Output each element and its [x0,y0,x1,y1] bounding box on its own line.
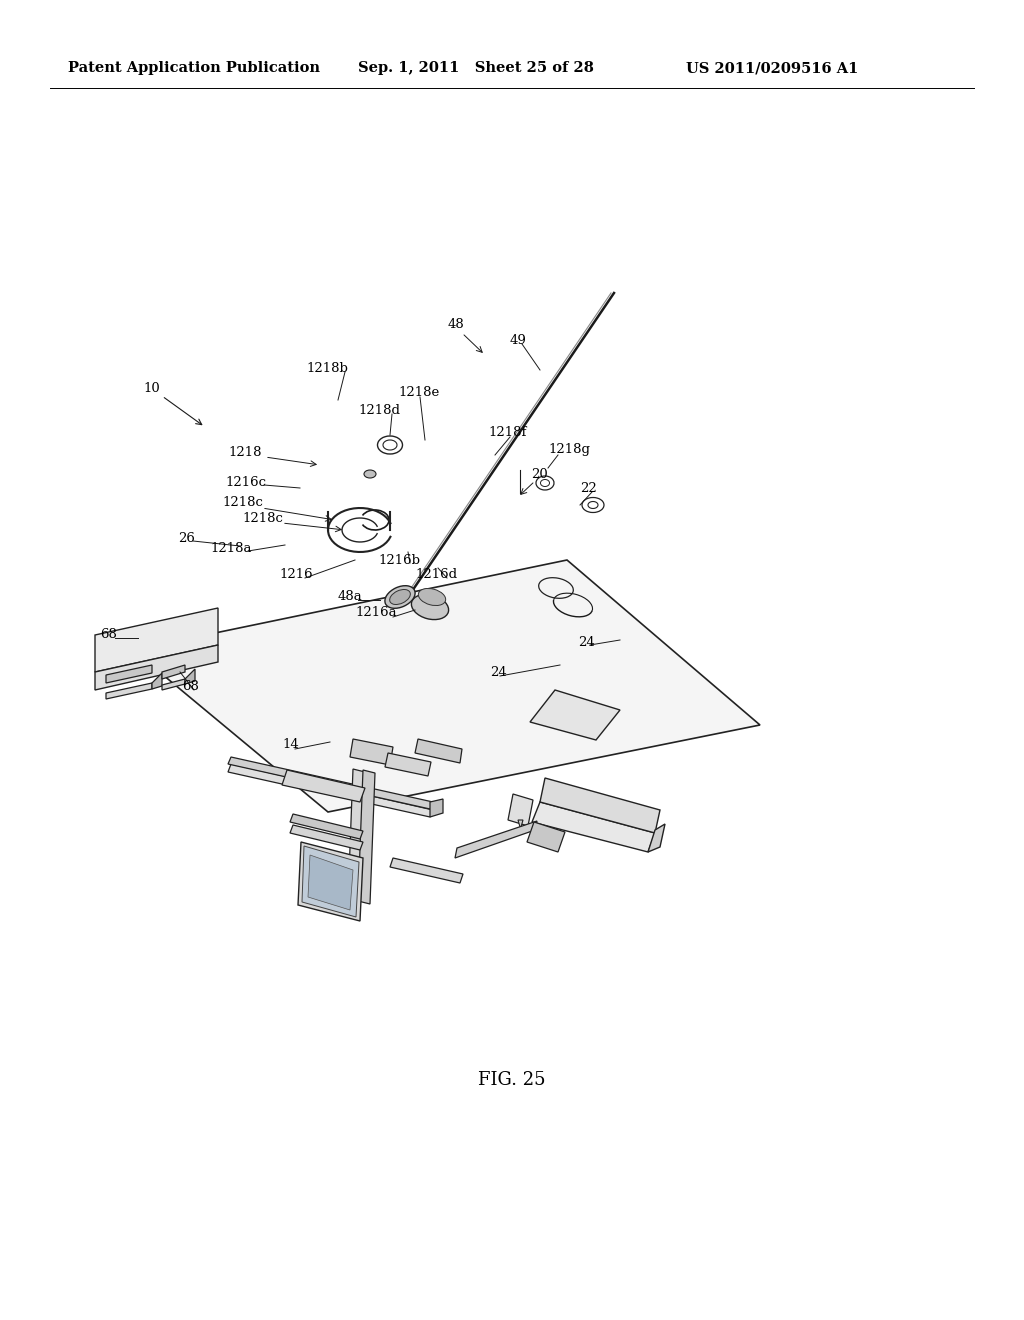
Text: 26: 26 [178,532,195,544]
Polygon shape [385,752,431,776]
Polygon shape [358,770,375,904]
Text: 20: 20 [531,467,548,480]
Polygon shape [298,842,362,921]
Text: 1216a: 1216a [355,606,396,619]
Text: 1218: 1218 [228,446,261,458]
Text: 1216b: 1216b [378,553,420,566]
Text: US 2011/0209516 A1: US 2011/0209516 A1 [686,61,858,75]
Polygon shape [290,825,362,850]
Polygon shape [518,820,523,828]
Polygon shape [162,665,185,678]
Polygon shape [530,690,620,741]
Ellipse shape [364,470,376,478]
Text: FIG. 25: FIG. 25 [478,1071,546,1089]
Polygon shape [350,739,393,766]
Polygon shape [95,609,218,672]
Text: 22: 22 [580,482,597,495]
Polygon shape [348,770,365,903]
Text: 10: 10 [143,381,160,395]
Polygon shape [508,795,534,826]
Text: 24: 24 [490,665,507,678]
Text: 1218c: 1218c [242,511,283,524]
Polygon shape [308,855,353,909]
Polygon shape [415,739,462,763]
Text: 1216d: 1216d [415,569,457,582]
Text: 1218c: 1218c [222,495,263,508]
Polygon shape [152,673,162,689]
Text: 48: 48 [449,318,465,331]
Text: 48a: 48a [338,590,362,603]
Ellipse shape [412,594,449,619]
Text: 68: 68 [100,628,117,642]
Polygon shape [527,822,565,851]
Text: Sep. 1, 2011   Sheet 25 of 28: Sep. 1, 2011 Sheet 25 of 28 [358,61,594,75]
Polygon shape [290,814,362,840]
Polygon shape [532,803,655,851]
Polygon shape [455,821,537,858]
Polygon shape [302,846,359,917]
Polygon shape [228,756,433,809]
Ellipse shape [385,586,415,609]
Polygon shape [106,665,152,682]
Text: 1216c: 1216c [225,475,266,488]
Polygon shape [390,858,463,883]
Polygon shape [106,682,152,700]
Polygon shape [540,777,660,833]
Text: 1218b: 1218b [306,362,348,375]
Text: 14: 14 [282,738,299,751]
Text: 1218g: 1218g [548,444,590,457]
Text: 24: 24 [578,635,595,648]
Text: 49: 49 [510,334,527,346]
Text: 1218f: 1218f [488,425,526,438]
Polygon shape [648,824,665,851]
Polygon shape [228,764,433,817]
Polygon shape [282,770,365,803]
Polygon shape [133,560,760,812]
Ellipse shape [419,589,445,606]
Text: 1218a: 1218a [210,541,252,554]
Text: 68: 68 [182,680,199,693]
Text: Patent Application Publication: Patent Application Publication [68,61,319,75]
Polygon shape [162,678,185,690]
Polygon shape [95,645,218,690]
Text: 1218d: 1218d [358,404,400,417]
Text: 1218e: 1218e [398,385,439,399]
Text: 1216: 1216 [279,569,312,582]
Ellipse shape [390,590,411,605]
Polygon shape [430,799,443,817]
Polygon shape [185,669,195,684]
